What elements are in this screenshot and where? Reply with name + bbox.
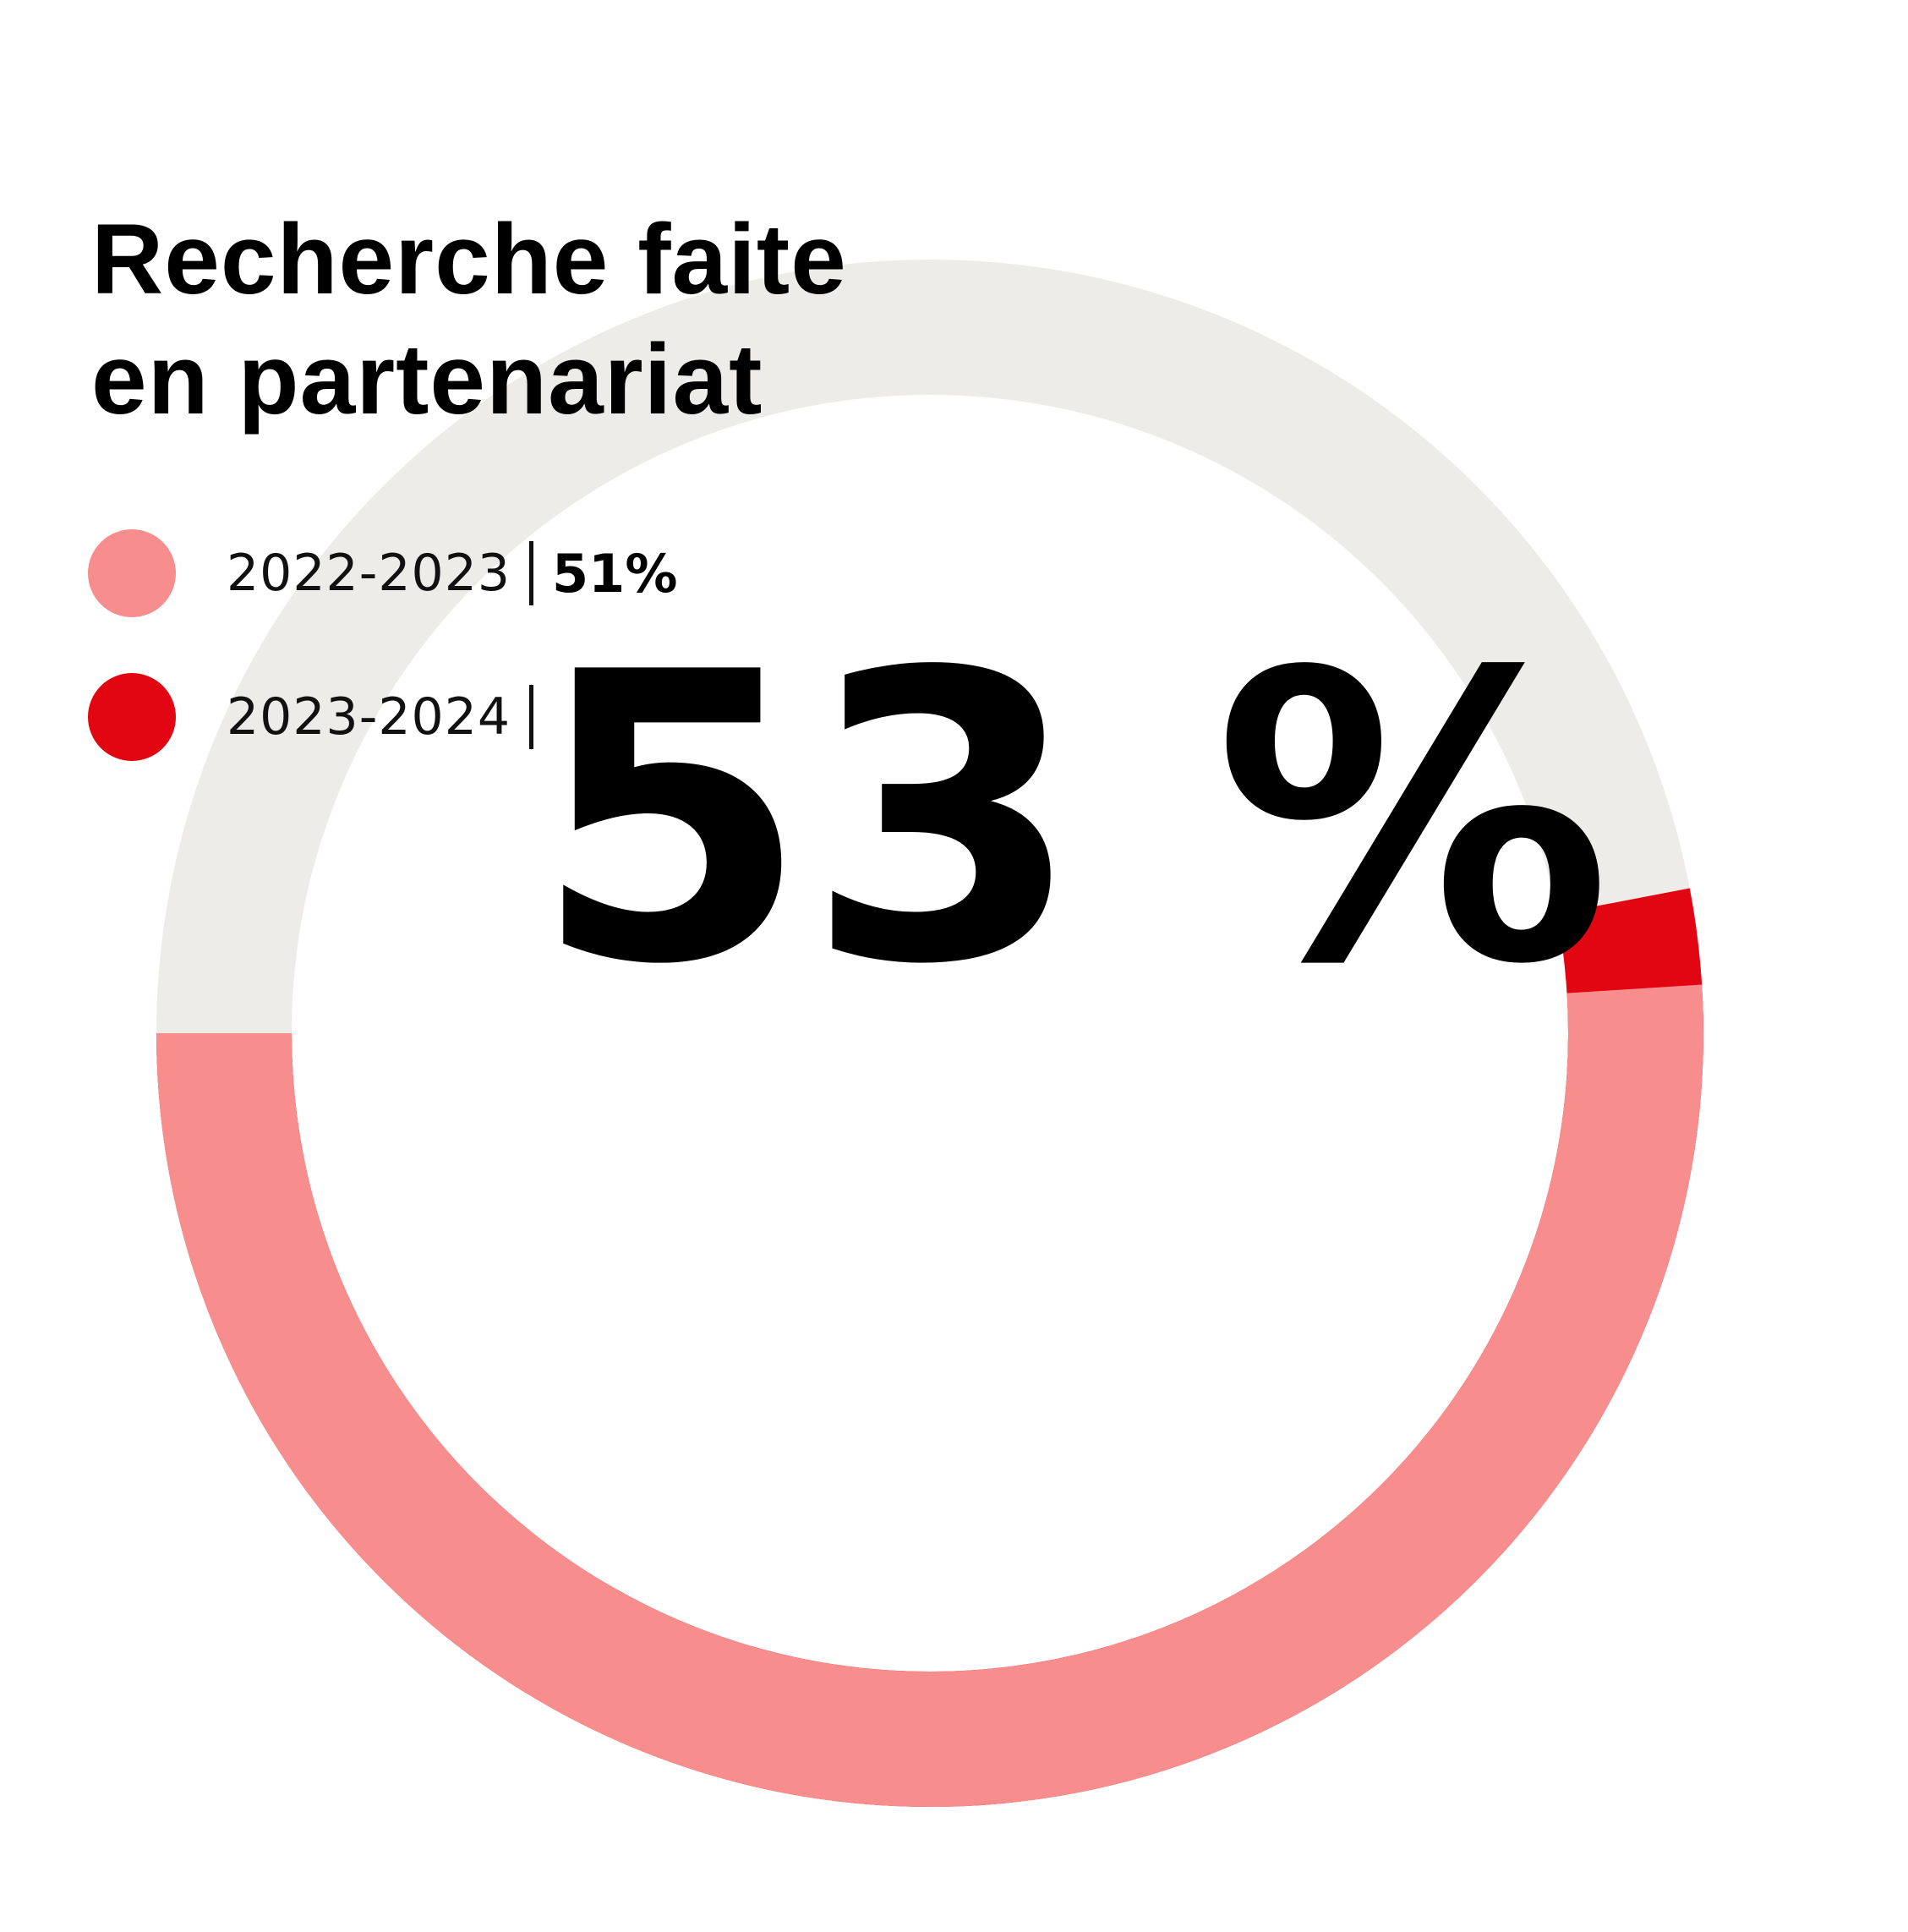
legend-item-2023-2024: 2023-2024 [88, 673, 552, 761]
legend-label-2022-2023: 2022-2023 [227, 544, 511, 603]
chart-title-line-1: Recherche faite [91, 204, 847, 315]
legend-swatch-2023-2024 [88, 673, 176, 761]
chart-title-line-2: en partenariat [91, 324, 763, 435]
donut-segment-2022-2023 [156, 984, 1703, 1808]
legend-value-2022-2023: 51% [552, 542, 678, 605]
legend-label-2023-2024: 2023-2024 [227, 687, 511, 747]
donut-segments [156, 888, 1703, 1808]
legend-swatch-2022-2023 [88, 529, 176, 617]
chart-title: Recherche faite en partenariat [91, 200, 847, 440]
legend-separator [529, 541, 534, 605]
legend-separator [529, 685, 534, 749]
headline-value: 53 % [533, 588, 1612, 1051]
legend-item-2022-2023: 2022-2023 51% [88, 529, 677, 617]
